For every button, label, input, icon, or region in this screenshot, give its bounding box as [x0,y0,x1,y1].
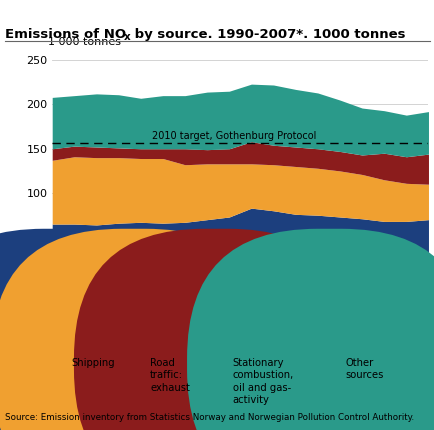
Text: by source. 1990-2007*. 1000 tonnes: by source. 1990-2007*. 1000 tonnes [130,28,405,41]
Text: 1 000 tonnes: 1 000 tonnes [48,37,121,47]
Text: Source: Emission inventory from Statistics Norway and Norwegian Pollution Contro: Source: Emission inventory from Statisti… [5,413,414,422]
Text: Stationary
combustion,
oil and gas-
activity: Stationary combustion, oil and gas- acti… [232,358,293,405]
Text: 2010 target, Gothenburg Protocol: 2010 target, Gothenburg Protocol [151,131,316,141]
Text: Emissions of NO: Emissions of NO [5,28,126,41]
Text: Other
sources: Other sources [345,358,383,380]
Text: x: x [124,32,131,42]
Text: Shipping: Shipping [72,358,115,368]
Text: Road
traffic:
exhaust: Road traffic: exhaust [150,358,190,393]
